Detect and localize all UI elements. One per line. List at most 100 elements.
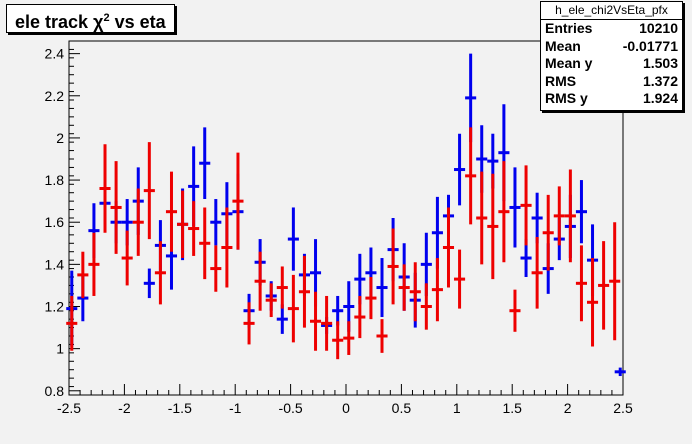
title-text-pre: ele track	[15, 12, 94, 32]
data-point	[564, 169, 576, 263]
data-point	[321, 295, 333, 351]
data-point	[431, 258, 443, 322]
data-point	[487, 173, 499, 280]
data-point	[465, 53, 477, 143]
y-tick-label: 2	[56, 130, 64, 146]
data-point	[409, 262, 421, 322]
stat-label: Mean	[545, 37, 581, 54]
stat-label: RMS y	[545, 90, 588, 106]
data-point	[332, 321, 344, 360]
stats-histogram-name: h_ele_chi2VsEta_pfx	[541, 2, 682, 20]
data-point	[542, 194, 554, 271]
data-point	[332, 295, 344, 326]
data-point	[232, 152, 244, 250]
y-tick-label: 1.4	[45, 256, 65, 272]
x-tick-label: -1	[229, 400, 242, 416]
x-tick-label: 2	[564, 400, 572, 416]
data-point	[376, 258, 388, 318]
data-point	[210, 245, 222, 292]
y-tick-label: 1.6	[45, 214, 65, 230]
data-point	[598, 241, 610, 330]
data-point	[575, 180, 587, 244]
data-point	[121, 230, 133, 286]
data-point	[465, 127, 477, 225]
x-tick-label: -2.5	[57, 400, 81, 416]
data-point	[609, 222, 621, 341]
axes: -2.5 -2 -1.5 -1 -0.5 0 0.5 1 1.5 2 2.5 0.8 1 1.2 1.4 1.…	[45, 46, 633, 416]
stats-row-entries: Entries 10210	[541, 20, 682, 38]
x-tick-label: 1	[453, 400, 461, 416]
data-point	[520, 165, 532, 246]
x-tick-label: -1.5	[168, 400, 192, 416]
x-tick-label: 0	[342, 400, 350, 416]
stat-value: -0.01771	[622, 37, 678, 54]
data-point	[575, 245, 587, 322]
data-point	[99, 144, 111, 233]
data-point	[387, 228, 399, 305]
x-tick-label: -2	[118, 400, 131, 416]
data-point	[442, 207, 455, 288]
data-point	[509, 167, 521, 248]
x-tick-label: 1.5	[502, 400, 522, 416]
data-point	[354, 295, 366, 339]
title-chi: χ	[93, 12, 104, 32]
data-point	[243, 302, 255, 345]
title-text-post: vs eta	[109, 12, 166, 32]
data-point	[188, 201, 200, 256]
data-point	[298, 255, 310, 328]
y-tick-label: 2.2	[45, 88, 65, 104]
data-point	[454, 133, 466, 206]
data-point	[376, 319, 388, 353]
stat-value: 1.924	[642, 90, 678, 106]
plot-frame	[68, 40, 624, 396]
title-superscript: 2	[103, 12, 110, 24]
chart-title: ele track χ2 vs eta	[6, 4, 175, 33]
data-point	[509, 289, 521, 332]
data-point	[88, 232, 100, 296]
data-point	[287, 274, 299, 343]
data-point	[398, 264, 410, 311]
stat-value: 1.503	[642, 55, 678, 71]
data-point	[210, 199, 222, 246]
data-point	[420, 283, 432, 330]
data-point	[531, 236, 543, 309]
stat-value: 10210	[639, 20, 678, 36]
data-point	[110, 161, 122, 254]
stats-row-mean: Mean -0.01771	[541, 38, 682, 56]
data-point	[343, 321, 355, 355]
x-tick-label: -0.5	[279, 400, 303, 416]
data-point	[154, 241, 166, 305]
data-point	[586, 258, 599, 347]
data-point	[454, 249, 466, 309]
series-1	[66, 127, 621, 360]
data-point	[132, 188, 144, 256]
data-point	[221, 207, 233, 288]
stats-box: h_ele_chi2VsEta_pfx Entries 10210 Mean -0.…	[540, 1, 683, 111]
data-point	[143, 142, 155, 240]
data-point	[199, 207, 211, 280]
x-tick-label: 0.5	[392, 400, 412, 416]
data-point	[165, 171, 178, 252]
data-point	[309, 291, 322, 351]
data-point	[431, 196, 443, 269]
data-point	[177, 190, 189, 259]
data-point	[66, 295, 78, 351]
data-point	[276, 304, 288, 334]
data-point	[199, 127, 211, 200]
data-point	[498, 161, 510, 263]
stat-label: RMS	[545, 72, 577, 89]
data-point	[265, 283, 277, 318]
data-point	[276, 266, 288, 309]
data-point	[531, 192, 543, 244]
data-marks	[66, 53, 626, 377]
data-point	[77, 251, 89, 299]
data-point	[143, 268, 155, 299]
y-tick-label: 1	[56, 341, 64, 357]
data-point	[365, 277, 377, 320]
y-tick-label: 1.2	[45, 299, 65, 315]
stat-value: 1.372	[642, 72, 678, 89]
data-point	[476, 171, 488, 265]
stats-row-rms-y: RMS y 1.924	[541, 90, 682, 108]
stat-label: Mean y	[545, 55, 593, 71]
